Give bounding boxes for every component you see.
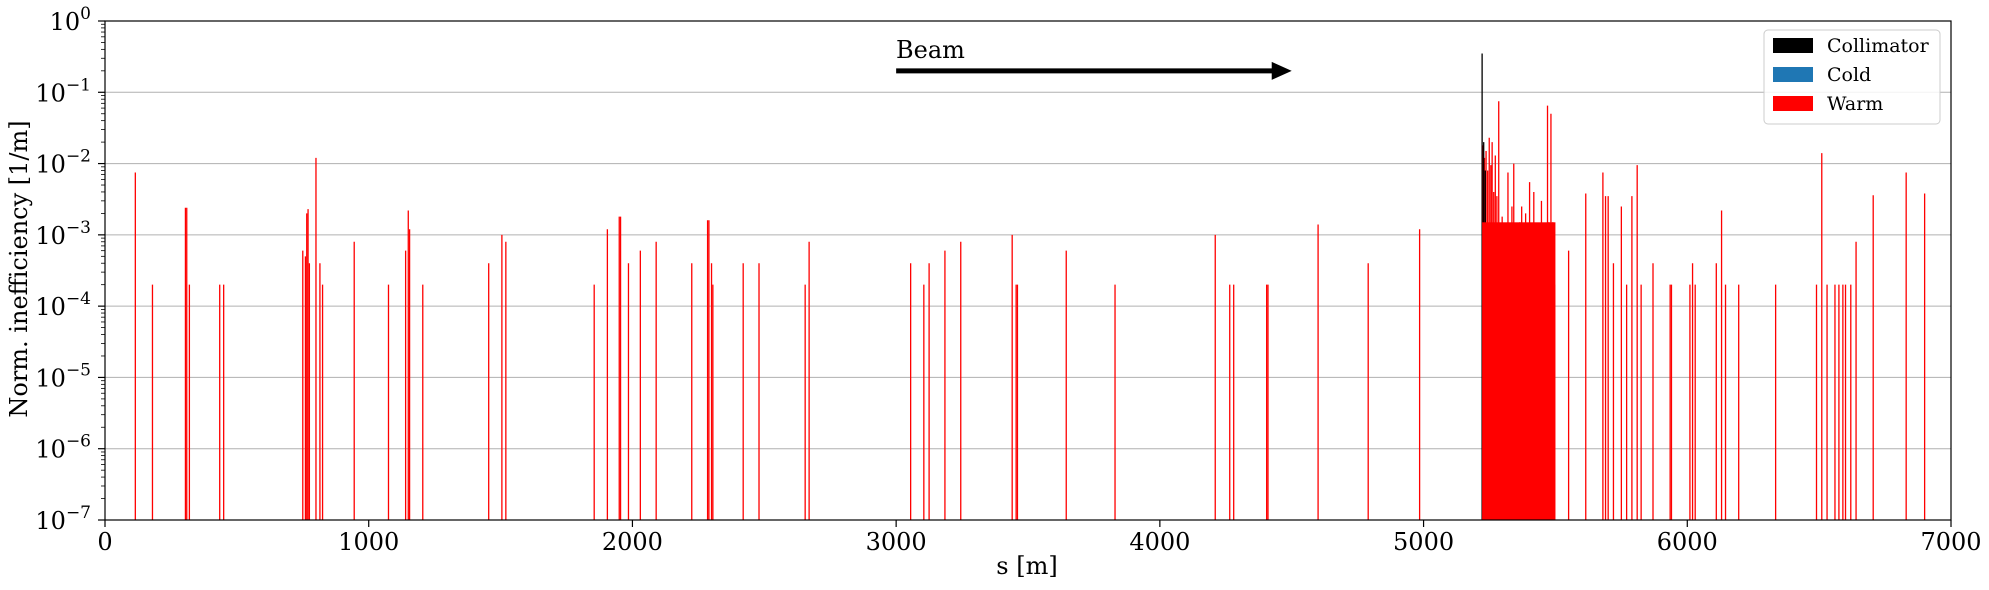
y-tick-label: 10−1 [35, 75, 91, 107]
y-tick-label: 10−3 [35, 218, 91, 250]
legend: Collimator Cold Warm [1763, 29, 1941, 125]
y-tick-label: 10−7 [35, 503, 91, 535]
x-axis-label: s [m] [996, 552, 1057, 580]
x-tick-label: 1000 [338, 528, 399, 556]
bar-warm-dense-region [1482, 222, 1556, 520]
y-tick-label: 100 [50, 4, 91, 36]
chart-bars [134, 53, 1926, 520]
y-axis-label: Norm. inefficiency [1/m] [5, 120, 33, 417]
y-tick-label: 10−6 [35, 432, 91, 464]
x-tick-label: 3000 [866, 528, 927, 556]
y-gridlines [105, 91, 1951, 450]
legend-swatch-warm [1773, 96, 1813, 111]
x-axis-ticks: 0 1000 2000 3000 4000 5000 6000 7000 [97, 520, 1982, 556]
legend-swatch-collimator [1773, 38, 1813, 53]
beam-arrow-head [1271, 61, 1292, 80]
x-tick-label: 4000 [1129, 528, 1190, 556]
y-tick-label: 10−2 [35, 147, 91, 179]
y-axis-ticks: 100 10−1 10−2 10−3 10−4 10−5 10−6 10−7 [35, 4, 105, 535]
legend-label-cold: Cold [1827, 64, 1871, 86]
beam-arrow [896, 61, 1292, 80]
plot-frame [104, 20, 1952, 521]
x-tick-label: 2000 [602, 528, 663, 556]
x-tick-label: 6000 [1657, 528, 1718, 556]
legend-swatch-cold [1773, 67, 1813, 82]
x-tick-label: 7000 [1920, 528, 1981, 556]
y-tick-label: 10−4 [35, 289, 91, 321]
x-tick-label: 0 [97, 528, 112, 556]
beam-annotation-label: Beam [896, 36, 965, 64]
y-tick-label: 10−5 [35, 360, 91, 392]
x-tick-label: 5000 [1393, 528, 1454, 556]
legend-label-warm: Warm [1827, 93, 1883, 115]
legend-label-collimator: Collimator [1827, 35, 1930, 57]
